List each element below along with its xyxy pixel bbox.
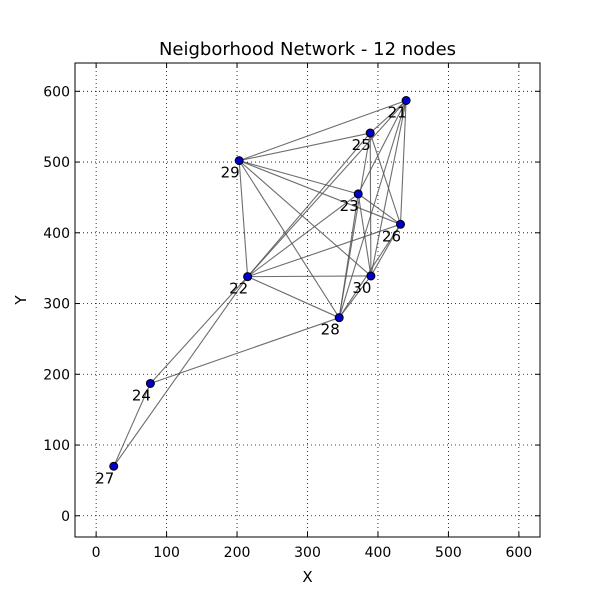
edge-26-22 [247, 223, 401, 278]
node-21 [401, 95, 411, 105]
edge-29-28 [238, 160, 340, 318]
y-tick-label: 600 [43, 84, 70, 100]
node-label-28: 28 [321, 321, 340, 339]
x-tick-label: 100 [153, 545, 180, 561]
y-tick-label: 0 [61, 509, 70, 525]
edge-24-27 [113, 383, 151, 467]
edge-21-22 [247, 100, 407, 278]
edges [113, 99, 407, 467]
edge-22-30 [247, 275, 371, 278]
y-axis-label: Y [12, 295, 30, 306]
node-29 [234, 156, 244, 166]
node-label-30: 30 [352, 279, 371, 297]
edge-21-23 [357, 100, 407, 195]
x-tick-label: 600 [505, 545, 532, 561]
edge-22-24 [149, 276, 249, 384]
edge-26-30 [370, 224, 401, 277]
y-tick-label: 300 [43, 297, 70, 313]
ticks: 0 100 200 300 400 500 600 0 100 200 300 400 500 600 [43, 63, 540, 561]
nodes [109, 95, 411, 471]
y-tick-label: 500 [43, 155, 70, 171]
edge-29-23 [239, 160, 359, 195]
node-label-23: 23 [340, 197, 359, 215]
node-label-27: 27 [95, 469, 114, 487]
x-axis-label: X [302, 568, 312, 586]
edge-23-28 [338, 193, 359, 318]
node-label-24: 24 [132, 386, 151, 404]
y-tick-label: 100 [43, 438, 70, 454]
edge-29-21 [238, 99, 407, 162]
x-tick-label: 500 [435, 545, 462, 561]
y-tick-label: 400 [43, 226, 70, 242]
node-label-22: 22 [229, 280, 248, 298]
node-label-29: 29 [221, 164, 240, 182]
node-27 [109, 461, 119, 471]
node-25 [365, 128, 375, 138]
edge-28-24 [150, 317, 340, 384]
x-tick-label: 400 [365, 545, 392, 561]
edge-23-22 [247, 193, 359, 278]
edge-25-22 [247, 132, 371, 278]
x-tick-label: 200 [224, 545, 251, 561]
node-label-21: 21 [388, 103, 407, 121]
edge-22-27 [113, 276, 249, 467]
edge-29-25 [239, 132, 371, 162]
node-28 [334, 313, 344, 323]
node-label-25: 25 [352, 136, 371, 154]
edge-21-26 [399, 100, 407, 225]
x-tick-label: 0 [92, 545, 101, 561]
node-22 [243, 272, 253, 282]
edge-22-28 [247, 276, 340, 319]
chart-title: Neigborhood Network - 12 nodes [159, 39, 456, 60]
node-labels: 21 22 23 24 25 26 27 28 29 30 [95, 103, 406, 487]
edge-25-30 [369, 133, 372, 276]
edge-21-25 [369, 100, 407, 134]
edge-21-28 [338, 100, 407, 318]
y-tick-label: 200 [43, 367, 70, 383]
edge-30-28 [338, 275, 372, 319]
edge-29-22 [238, 160, 249, 277]
node-30 [366, 271, 376, 281]
edge-26-28 [338, 223, 401, 318]
edge-29-30 [238, 160, 372, 277]
node-label-26: 26 [382, 227, 401, 245]
edge-25-26 [369, 132, 402, 225]
grid [75, 63, 540, 537]
edge-23-26 [357, 193, 401, 225]
node-23 [353, 189, 363, 199]
edge-23-30 [357, 193, 372, 277]
node-26 [396, 219, 405, 229]
node-24 [145, 378, 155, 388]
x-tick-label: 300 [294, 545, 321, 561]
